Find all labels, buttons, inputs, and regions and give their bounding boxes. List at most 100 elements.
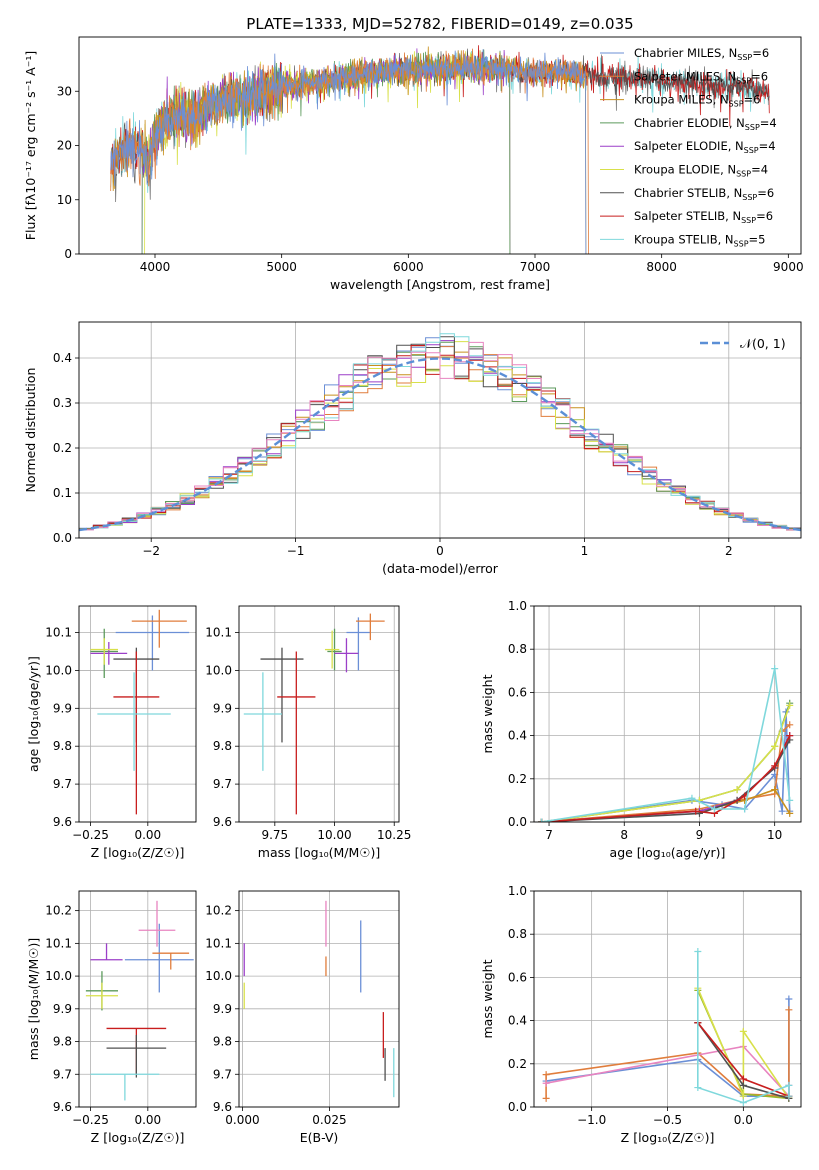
- y-tick-label: 0.8: [508, 642, 527, 656]
- weight-marker: [733, 786, 741, 794]
- y-tick-label: 9.6: [213, 1100, 232, 1114]
- x-tick-label: 7000: [520, 260, 551, 274]
- x-axis-label: mass [log₁₀(M/M☉)]: [258, 845, 380, 860]
- x-tick-label: 5000: [266, 260, 297, 274]
- y-tick-label: 9.7: [213, 1067, 232, 1081]
- error-bar-point: [124, 923, 194, 993]
- weight-marker: [771, 665, 779, 673]
- weight-marker: [739, 1099, 747, 1107]
- x-tick-label: 8: [620, 828, 628, 842]
- y-tick-label: 10.0: [205, 969, 232, 983]
- error-bar-point: [277, 651, 316, 815]
- residuals-legend: 𝒩(0, 1): [700, 336, 786, 351]
- x-axis-label: Z [log₁₀(Z/Z☉)]: [621, 1130, 715, 1145]
- weight-marker: [785, 1006, 793, 1014]
- x-tick-label: −1: [287, 544, 305, 558]
- y-tick-label: 9.9: [213, 1002, 232, 1016]
- y-tick-label: 10.1: [205, 626, 232, 640]
- x-tick-label: 0.00: [134, 1113, 161, 1127]
- x-tick-label: 7: [545, 828, 553, 842]
- x-tick-label: 9000: [773, 260, 804, 274]
- x-tick-label: −0.5: [653, 1113, 682, 1127]
- error-bar-point: [131, 609, 187, 648]
- mass_vs_Z-plot: [85, 900, 194, 1101]
- legend-entry: Chabrier STELIB, NSSP=6: [634, 186, 774, 202]
- y-tick-label: 0.2: [508, 1057, 527, 1071]
- error-bar-point: [138, 900, 176, 947]
- x-tick-label: 0.025: [312, 1113, 346, 1127]
- x-tick-label: 10: [767, 828, 782, 842]
- y-tick-label: 30: [57, 84, 72, 98]
- legend-subscript: SSP: [745, 123, 760, 132]
- legend-entry: Chabrier ELODIE, NSSP=4: [634, 116, 777, 132]
- legend-value: =4: [751, 163, 768, 177]
- y-axis-label: mass weight: [480, 674, 495, 753]
- mass_vs_Z-frame: [78, 890, 197, 1108]
- weight-marker: [542, 1079, 550, 1087]
- legend-entry: 𝒩(0, 1): [740, 336, 786, 351]
- x-axis-label: Z [log₁₀(Z/Z☉)]: [91, 1130, 185, 1145]
- weight-line: [541, 739, 791, 822]
- residuals-plot: [79, 333, 801, 532]
- weight_vs_age-frame: [533, 605, 802, 823]
- y-tick-label: 0.2: [53, 441, 72, 455]
- error-bar-point: [90, 1073, 160, 1101]
- mass_vs_Z-axes: −0.25 0.00 9.6 9.7 9.8 9.9 10.0 10.1 10.2 Z [log₁…: [26, 891, 196, 1145]
- weight-marker: [692, 807, 700, 815]
- spectrum-axes: 4000 5000 6000 7000 8000 9000 0 10 20 30 wavelengt…: [23, 51, 804, 292]
- x-tick-label: 0.00: [134, 828, 161, 842]
- legend-value: =6: [756, 209, 773, 223]
- y-tick-label: 9.9: [213, 701, 232, 715]
- y-tick-label: 0.2: [508, 772, 527, 786]
- weight-marker: [786, 732, 794, 740]
- legend-subscript: SSP: [734, 239, 749, 248]
- weight-marker: [786, 796, 794, 804]
- x-axis-label: Z [log₁₀(Z/Z☉)]: [91, 845, 185, 860]
- error-bar-point: [90, 638, 118, 665]
- age_vs_Z-frame: [78, 605, 197, 823]
- normal-curve: [79, 357, 801, 532]
- weight-marker: [538, 818, 546, 822]
- mass_vs_EBV-frame: [238, 890, 400, 1108]
- legend-subscript: SSP: [744, 146, 759, 155]
- legend-subscript: SSP: [736, 76, 751, 85]
- x-tick-label: −0.25: [72, 828, 109, 842]
- legend-value: =5: [749, 232, 766, 246]
- spectrum-plot: [110, 45, 770, 254]
- y-tick-label: 1.0: [508, 599, 527, 613]
- legend-subscript: SSP: [742, 193, 757, 202]
- weight_vs_age-axes: 7 8 9 10 0.0 0.2 0.4 0.6 0.8 1.0 age [log₁₀(age/yr…: [480, 599, 801, 860]
- legend-entry: Salpeter STELIB, NSSP=6: [634, 209, 773, 225]
- y-tick-label: 0.4: [508, 1014, 527, 1028]
- y-tick-label: 9.7: [53, 1067, 72, 1081]
- x-axis-label: age [log₁₀(age/yr)]: [610, 845, 726, 860]
- y-tick-label: 9.9: [53, 701, 72, 715]
- error-bar-point: [260, 647, 304, 743]
- x-tick-label: 0: [436, 544, 444, 558]
- x-tick-label: 6000: [393, 260, 424, 274]
- error-bar-point: [90, 642, 128, 665]
- y-tick-label: 9.6: [53, 815, 72, 829]
- error-bar-point: [113, 651, 160, 815]
- x-tick-label: 2: [725, 544, 733, 558]
- error-bar-point: [152, 952, 190, 970]
- legend-subscript: SSP: [737, 53, 752, 62]
- x-axis-label: E(B-V): [300, 1130, 339, 1145]
- legend-entry: Kroupa MILES, NSSP=6: [634, 93, 760, 109]
- error-bar-point: [334, 638, 359, 673]
- y-tick-label: 20: [57, 139, 72, 153]
- weight-marker: [739, 1081, 747, 1089]
- legend-value: =6: [757, 186, 774, 200]
- legend-entry: Kroupa STELIB, NSSP=5: [634, 232, 765, 248]
- y-tick-label: 0.8: [508, 927, 527, 941]
- error-bar-point: [324, 630, 340, 669]
- weight-marker: [785, 1081, 793, 1089]
- y-tick-label: 0.0: [53, 531, 72, 545]
- mass_vs_EBV-axes: 0.000 0.025 9.6 9.7 9.8 9.9 10.0 10.1 10.2 E(B-V): [205, 891, 399, 1145]
- spectrum-legend: Chabrier MILES, NSSP=6 Salpeter MILES, NS…: [600, 46, 777, 248]
- y-tick-label: 10.1: [45, 626, 72, 640]
- figure-title: PLATE=1333, MJD=52782, FIBERID=0149, z=0…: [246, 15, 633, 33]
- weight-marker: [542, 1071, 550, 1079]
- y-tick-label: 10.0: [205, 663, 232, 677]
